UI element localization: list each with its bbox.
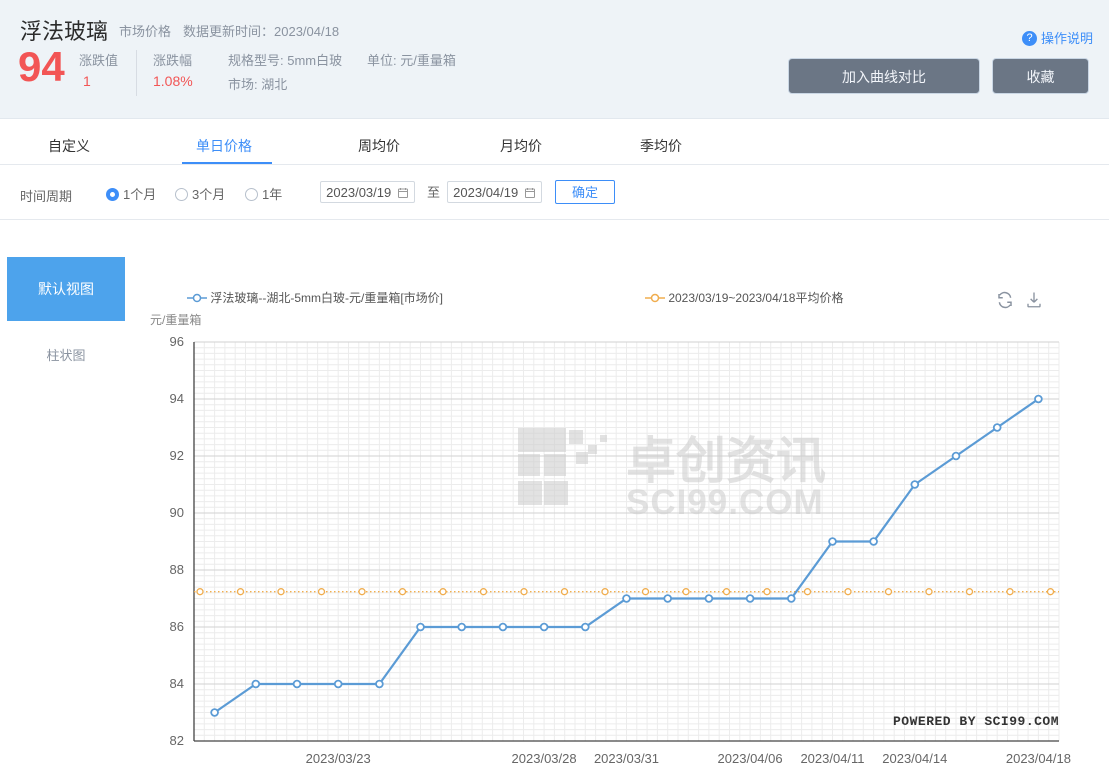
svg-text:2023/04/11: 2023/04/11	[800, 751, 864, 766]
svg-text:2023/03/31: 2023/03/31	[594, 751, 659, 766]
svg-text:94: 94	[170, 391, 184, 406]
svg-text:92: 92	[170, 448, 184, 463]
svg-text:2023/03/23: 2023/03/23	[306, 751, 371, 766]
svg-text:2023/04/14: 2023/04/14	[882, 751, 947, 766]
svg-text:84: 84	[170, 676, 184, 691]
svg-text:88: 88	[170, 562, 184, 577]
svg-text:90: 90	[170, 505, 184, 520]
svg-text:SCI99.COM: SCI99.COM	[626, 483, 824, 522]
svg-text:2023/04/06: 2023/04/06	[718, 751, 783, 766]
svg-text:82: 82	[170, 733, 184, 748]
svg-text:2023/04/18: 2023/04/18	[1006, 751, 1071, 766]
svg-text:96: 96	[170, 334, 184, 349]
svg-text:86: 86	[170, 619, 184, 634]
svg-text:2023/03/28: 2023/03/28	[512, 751, 577, 766]
svg-text:卓创资讯: 卓创资讯	[626, 433, 826, 489]
